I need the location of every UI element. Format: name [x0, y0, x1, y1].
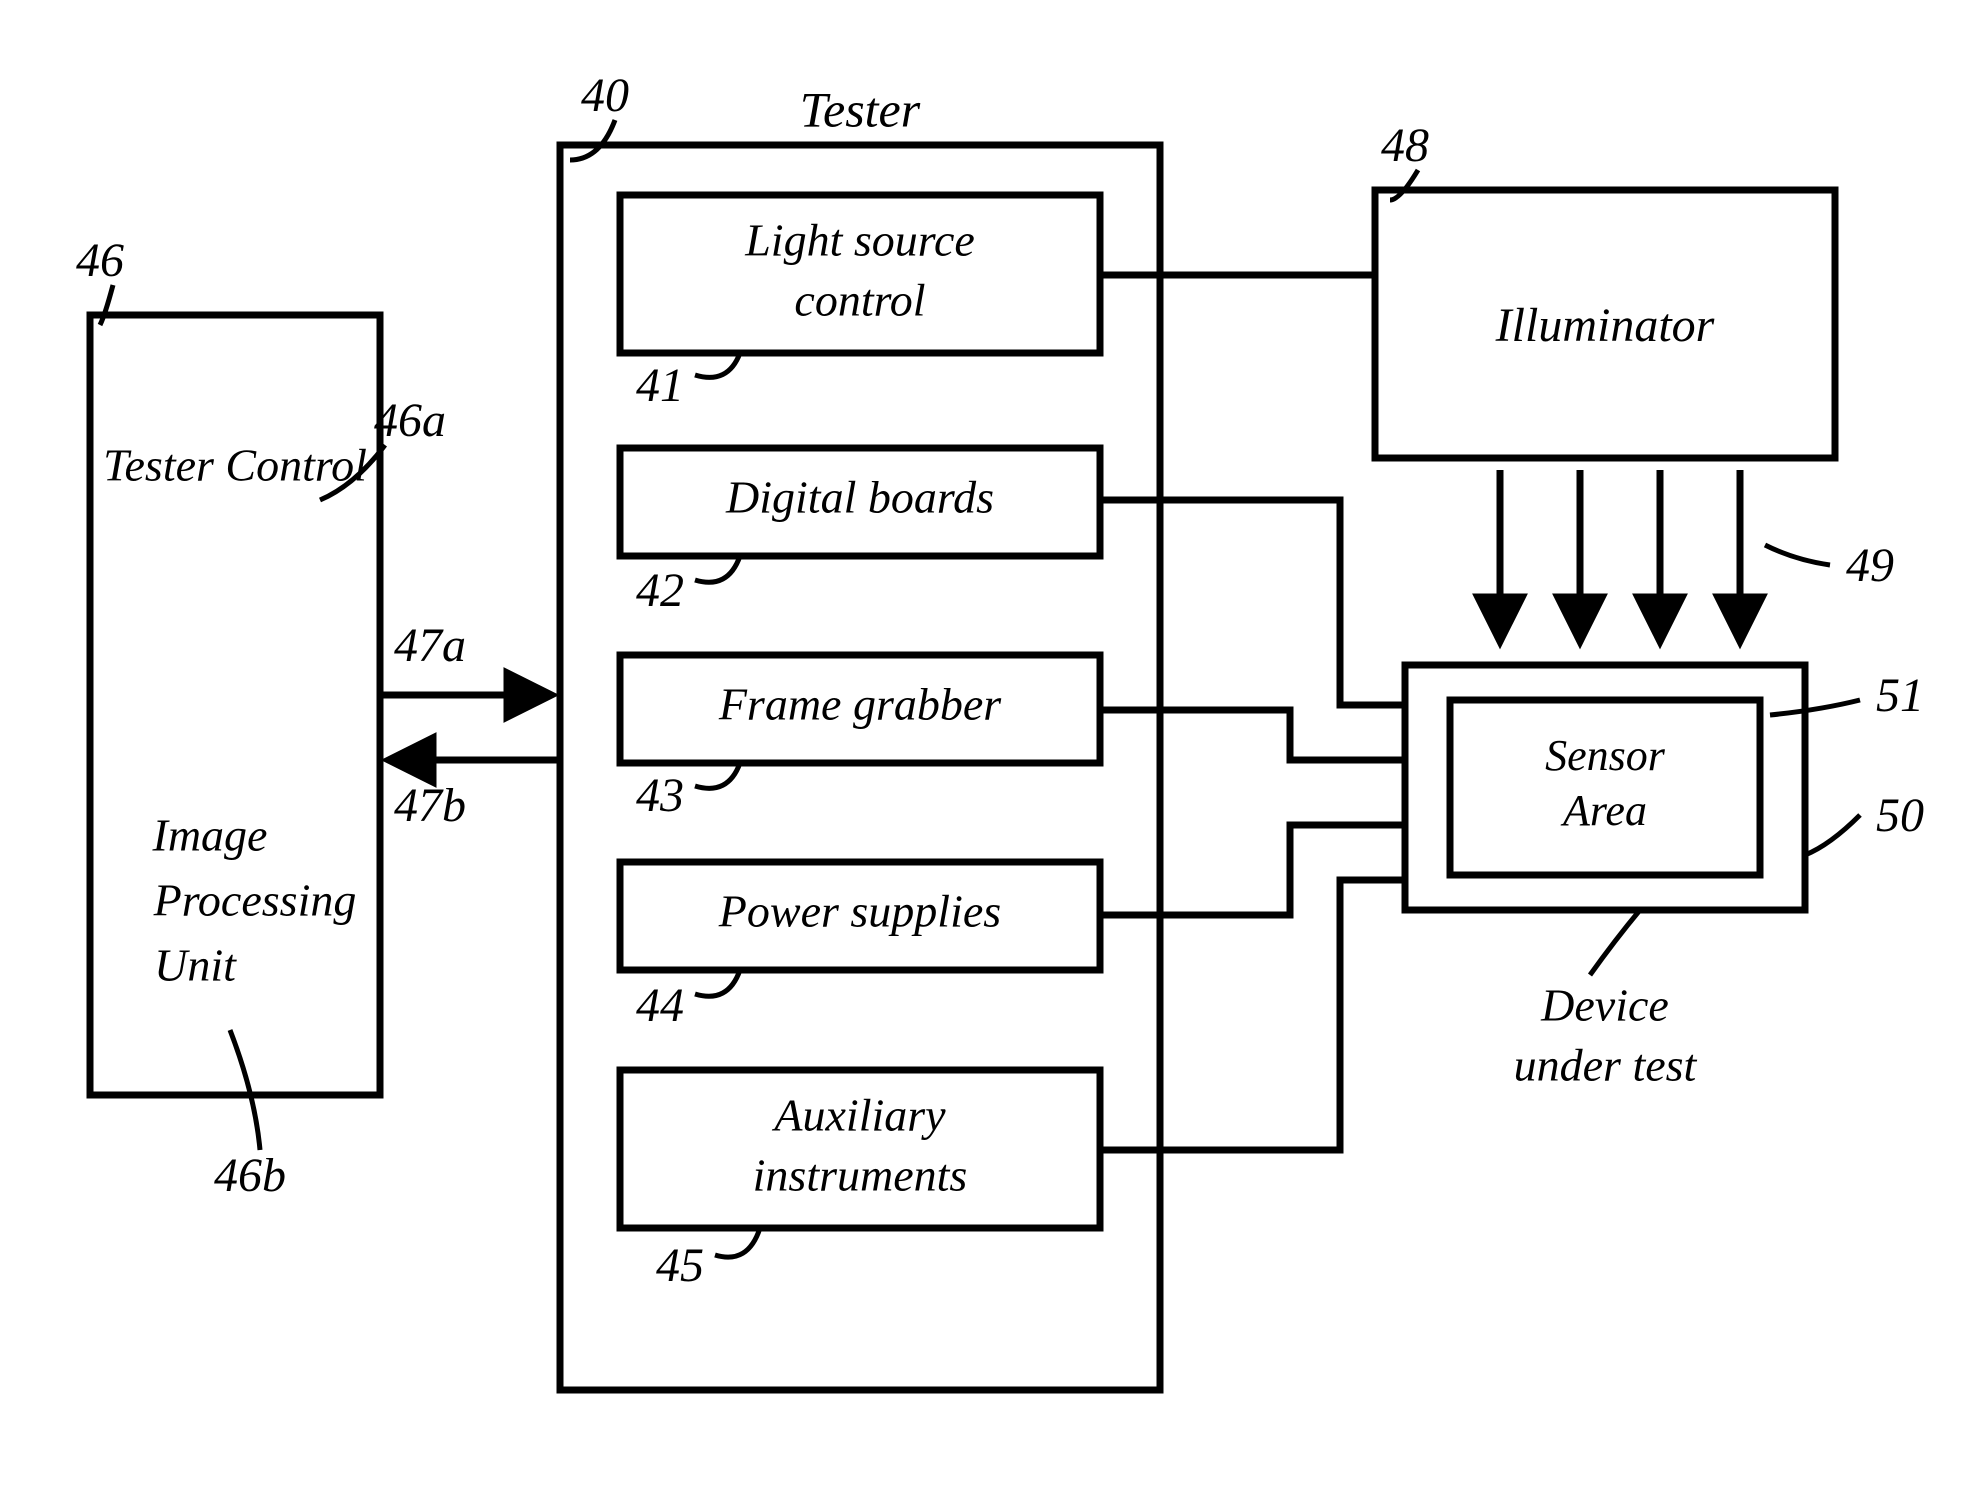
leader-46b: [230, 1030, 260, 1150]
leader-46: [100, 285, 113, 325]
ref-50: 50: [1876, 789, 1924, 842]
control-label-tester: Tester Control: [103, 440, 367, 491]
ref-43: 43: [636, 769, 684, 822]
ref-42: 42: [636, 564, 684, 617]
control-label-ipu-3: Unit: [154, 940, 237, 991]
wire-frame-dut: [1100, 710, 1405, 760]
leader-45: [715, 1228, 760, 1257]
dut-label-b: under test: [1514, 1040, 1698, 1091]
sensor-label-b: Area: [1560, 786, 1647, 835]
aux-label-b: instruments: [753, 1150, 968, 1201]
ref-46: 46: [76, 234, 124, 287]
leader-49: [1765, 545, 1830, 565]
ref-41: 41: [636, 359, 684, 412]
control-label-ipu-2: Processing: [153, 875, 357, 926]
wire-power-dut: [1100, 825, 1405, 915]
leader-dut-label: [1590, 910, 1640, 975]
leader-41: [695, 353, 740, 377]
ref-45: 45: [656, 1239, 704, 1292]
ref-46b: 46b: [214, 1149, 286, 1202]
power-supplies-label: Power supplies: [718, 886, 1001, 937]
wire-digital-dut: [1100, 500, 1405, 705]
light-arrows: [1500, 470, 1740, 640]
ref-47b: 47b: [394, 779, 466, 832]
illuminator-label: Illuminator: [1495, 299, 1715, 352]
light-source-label-b: control: [794, 275, 925, 326]
control-label-ipu-1: Image: [152, 810, 268, 861]
ref-51: 51: [1876, 669, 1924, 722]
digital-boards-label: Digital boards: [725, 472, 994, 523]
ref-46a: 46a: [374, 394, 446, 447]
leader-40: [570, 120, 615, 160]
ref-48: 48: [1381, 119, 1429, 172]
dut-label-a: Device: [1540, 980, 1669, 1031]
aux-label-a: Auxiliary: [771, 1090, 946, 1141]
frame-grabber-label: Frame grabber: [718, 679, 1002, 730]
light-source-label-a: Light source: [744, 215, 975, 266]
leader-44: [695, 970, 740, 996]
leader-42: [695, 556, 740, 582]
leader-51: [1770, 700, 1860, 715]
ref-40: 40: [581, 69, 629, 122]
tester-title: Tester: [800, 81, 921, 137]
ref-44: 44: [636, 979, 684, 1032]
ref-47a: 47a: [394, 619, 466, 672]
diagram-canvas: Tester Control Image Processing Unit Tes…: [0, 0, 1979, 1508]
ref-49: 49: [1846, 539, 1894, 592]
wire-aux-dut: [1100, 880, 1405, 1150]
leader-48: [1390, 170, 1418, 200]
leader-43: [695, 763, 740, 788]
sensor-label-a: Sensor: [1545, 731, 1666, 780]
leader-50: [1805, 815, 1860, 855]
tester-box: [560, 145, 1160, 1390]
